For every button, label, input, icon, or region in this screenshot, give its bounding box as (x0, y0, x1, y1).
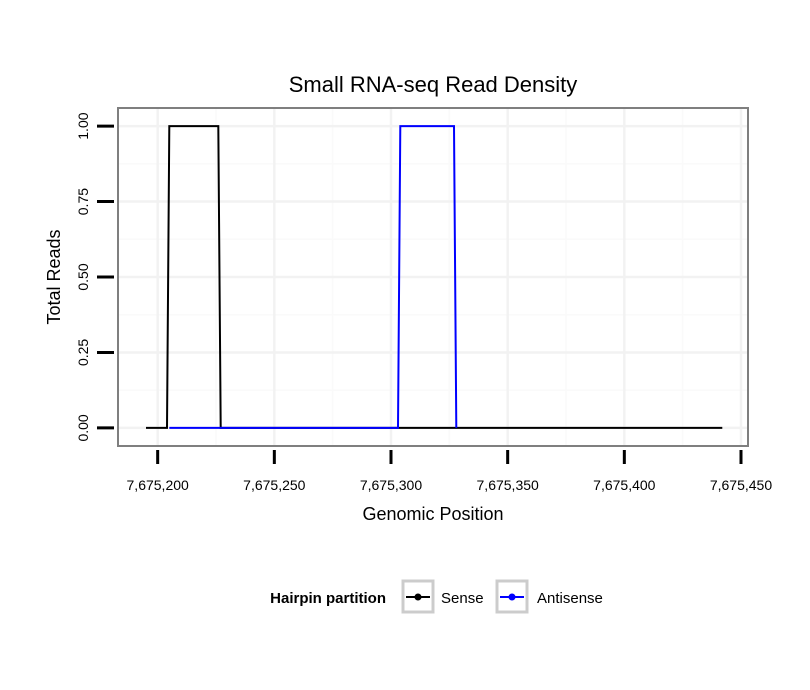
series-layer (146, 125, 723, 429)
axes: 7,675,200 7,675,250 7,675,300 7,675,350 7,67… (75, 112, 772, 493)
x-axis-title: Genomic Position (362, 504, 503, 524)
x-tick-label: 7,675,250 (243, 477, 305, 493)
legend: Hairpin partition Sense Antisense (270, 579, 603, 614)
series-line-antisense (169, 125, 458, 429)
legend-label-antisense: Antisense (537, 590, 603, 607)
y-tick-label: 1.00 (75, 112, 91, 139)
legend-key-sense-dot (414, 593, 422, 601)
y-tick-label: 0.00 (75, 414, 91, 441)
y-axis-title: Total Reads (44, 229, 64, 324)
legend-title: Hairpin partition (270, 590, 386, 607)
chart-title: Small RNA-seq Read Density (289, 72, 578, 97)
legend-key-antisense-dot (508, 593, 516, 601)
x-tick-label: 7,675,300 (360, 477, 422, 493)
grid (118, 108, 748, 446)
x-tick-label: 7,675,350 (477, 477, 539, 493)
plot-panel-border (117, 107, 749, 447)
y-tick-label: 0.25 (75, 339, 91, 366)
x-tick-label: 7,675,200 (127, 477, 189, 493)
legend-label-sense: Sense (441, 590, 484, 607)
y-tick-label: 0.75 (75, 188, 91, 215)
x-tick-label: 7,675,450 (710, 477, 772, 493)
y-tick-label: 0.50 (75, 263, 91, 290)
x-tick-label: 7,675,400 (593, 477, 655, 493)
